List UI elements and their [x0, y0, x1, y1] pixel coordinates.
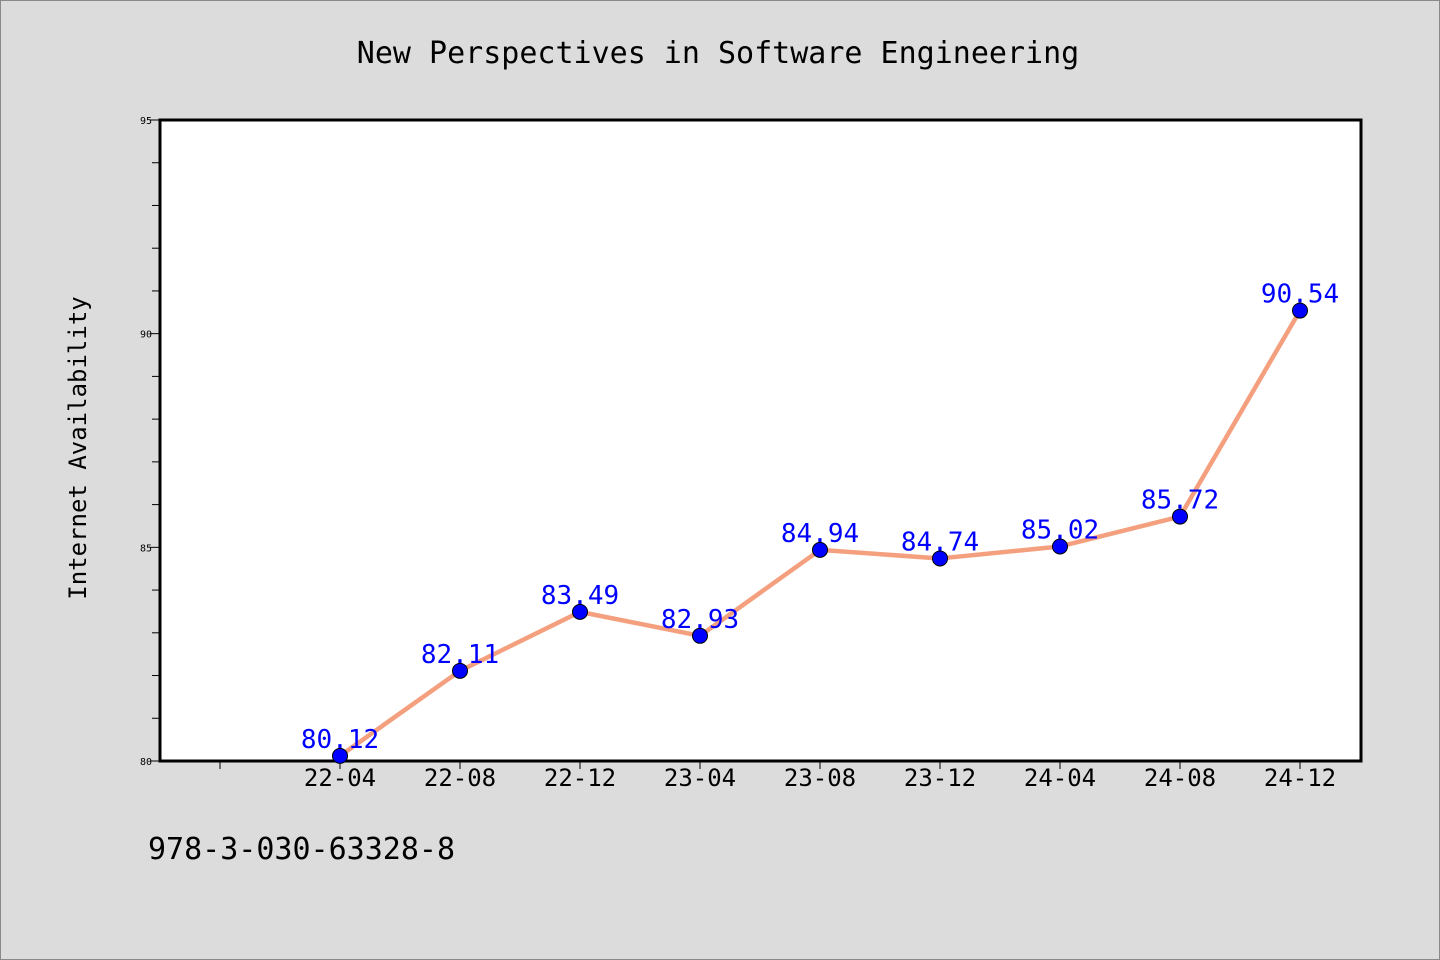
data-label: 84.94: [781, 519, 859, 549]
x-axis-ticks: 22-04 22-08 22-12 23-04 23-08 23-12 24-04 24-08…: [219, 761, 1336, 792]
data-point: [332, 747, 348, 764]
x-tick-label: 23-08: [784, 764, 856, 792]
data-label: 80.12: [301, 725, 379, 755]
y-tick-label: 80: [140, 757, 152, 768]
data-label: 85.02: [1021, 515, 1099, 545]
chart-title: New Perspectives in Software Engineering: [357, 36, 1079, 71]
x-tick-label: 24-12: [1264, 764, 1336, 792]
x-tick-label: 23-04: [664, 764, 736, 792]
x-tick-label: 22-04: [304, 764, 376, 792]
isbn-code: 978-3-030-63328-8: [148, 832, 456, 867]
x-tick-label: 23-12: [904, 764, 976, 792]
y-axis-label: Internet Availability: [64, 296, 92, 599]
y-tick-label: 95: [140, 116, 152, 127]
data-label: 84.74: [901, 527, 979, 557]
data-point: [1052, 538, 1068, 555]
data-point: [932, 550, 948, 567]
data-label: 82.93: [661, 605, 739, 635]
y-minor-ticks: [152, 162, 159, 719]
data-label: 85.72: [1141, 486, 1219, 516]
data-labels: 80.12 82.11 83.49 82.93 84.94 84.74 85.02 85.72…: [301, 280, 1339, 755]
data-label: 83.49: [541, 581, 619, 611]
data-point: [1172, 508, 1188, 525]
data-label: 90.54: [1261, 280, 1339, 310]
y-axis-ticks: 80 85 90 95: [140, 116, 159, 768]
data-point: [1292, 302, 1308, 319]
x-tick-label: 22-08: [424, 764, 496, 792]
x-tick-label: 22-12: [544, 764, 616, 792]
series-markers: [332, 302, 1308, 764]
data-point: [452, 662, 468, 679]
y-tick-label: 85: [140, 543, 152, 554]
data-point: [692, 627, 708, 644]
x-tick-label: 24-08: [1144, 764, 1216, 792]
data-label: 82.11: [421, 640, 499, 670]
data-point: [812, 541, 828, 558]
y-tick-label: 90: [140, 330, 152, 341]
plot-area: [158, 118, 1363, 763]
data-point: [572, 603, 588, 620]
x-tick-label: 24-04: [1024, 764, 1096, 792]
